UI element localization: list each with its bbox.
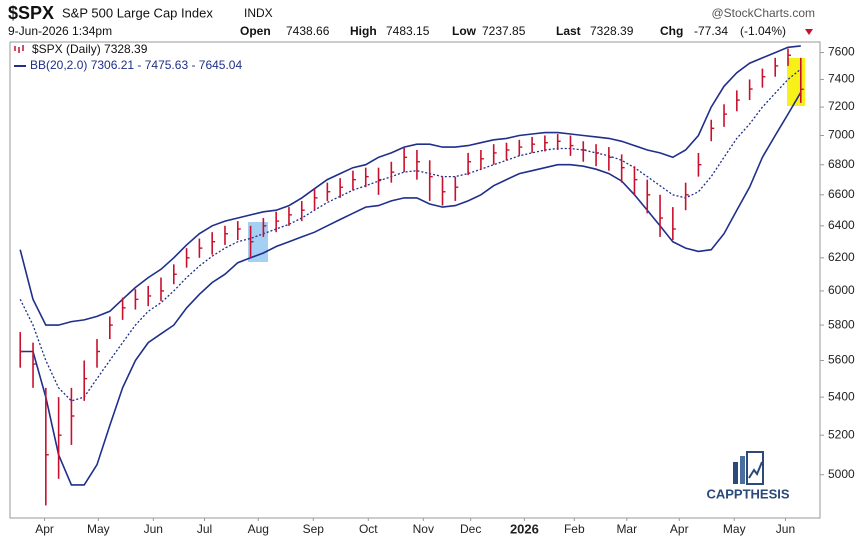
legend-label: BB(20,2.0) 7306.21 - 7475.63 - 7645.04 <box>30 58 242 72</box>
x-tick-label: Feb <box>564 522 585 536</box>
x-tick-label: 2026 <box>510 521 539 536</box>
x-tick-label: May <box>87 522 110 536</box>
low-label: Low <box>452 24 477 38</box>
y-tick-label: 7600 <box>828 45 855 59</box>
x-tick-label: Dec <box>460 522 481 536</box>
x-tick-label: Mar <box>616 522 637 536</box>
x-tick-label: May <box>723 522 746 536</box>
highlight-box <box>787 58 805 106</box>
high-label: High <box>350 24 377 38</box>
logo-bar <box>733 462 738 484</box>
y-tick-label: 5200 <box>828 427 855 441</box>
x-tick-label: Aug <box>248 522 269 536</box>
band-lower <box>20 91 802 486</box>
exchange: INDX <box>244 6 273 20</box>
legend-label: $SPX (Daily) 7328.39 <box>32 42 148 56</box>
y-tick-label: 5000 <box>828 467 855 481</box>
y-tick-label: 7400 <box>828 72 855 86</box>
x-tick-label: Nov <box>413 522 434 536</box>
down-arrow <box>805 29 813 35</box>
open-value: 7438.66 <box>286 24 330 38</box>
y-tick-label: 5800 <box>828 317 855 331</box>
high-value: 7483.15 <box>386 24 430 38</box>
y-tick-label: 6400 <box>828 218 855 232</box>
y-tick-label: 6800 <box>828 157 855 171</box>
y-tick-label: 6600 <box>828 187 855 201</box>
y-tick-label: 6000 <box>828 283 855 297</box>
last-value: 7328.39 <box>590 24 634 38</box>
x-tick-label: Apr <box>670 522 689 536</box>
y-tick-label: 6200 <box>828 250 855 264</box>
last-label: Last <box>556 24 581 38</box>
low-value: 7237.85 <box>482 24 526 38</box>
chg-value: -77.34 <box>694 24 728 38</box>
y-tick-label: 7200 <box>828 99 855 113</box>
x-tick-label: Jun <box>144 522 163 536</box>
source: @StockCharts.com <box>711 6 815 20</box>
logo: CAPPTHESIS <box>706 451 790 501</box>
y-tick-label: 5600 <box>828 353 855 367</box>
x-tick-label: Oct <box>359 522 378 536</box>
logo-text: CAPPTHESIS <box>706 486 789 501</box>
chg-label: Chg <box>660 24 683 38</box>
logo-bar <box>740 456 745 484</box>
x-tick-label: Jun <box>776 522 795 536</box>
chg-pct: (-1.04%) <box>740 24 786 38</box>
band-middle <box>19 68 802 402</box>
x-tick-label: Sep <box>303 522 325 536</box>
y-tick-label: 5400 <box>828 389 855 403</box>
x-tick-label: Jul <box>197 522 212 536</box>
logo-box <box>746 451 764 485</box>
symbol: $SPX <box>8 3 54 23</box>
logo-line <box>748 461 763 479</box>
open-label: Open <box>240 24 271 38</box>
date: 9-Jun-2026 1:34pm <box>8 24 112 38</box>
y-tick-label: 7000 <box>828 128 855 142</box>
plot-frame <box>9 41 821 519</box>
index-name: S&P 500 Large Cap Index <box>62 5 213 20</box>
x-tick-label: Apr <box>35 522 54 536</box>
band-upper <box>19 45 801 326</box>
